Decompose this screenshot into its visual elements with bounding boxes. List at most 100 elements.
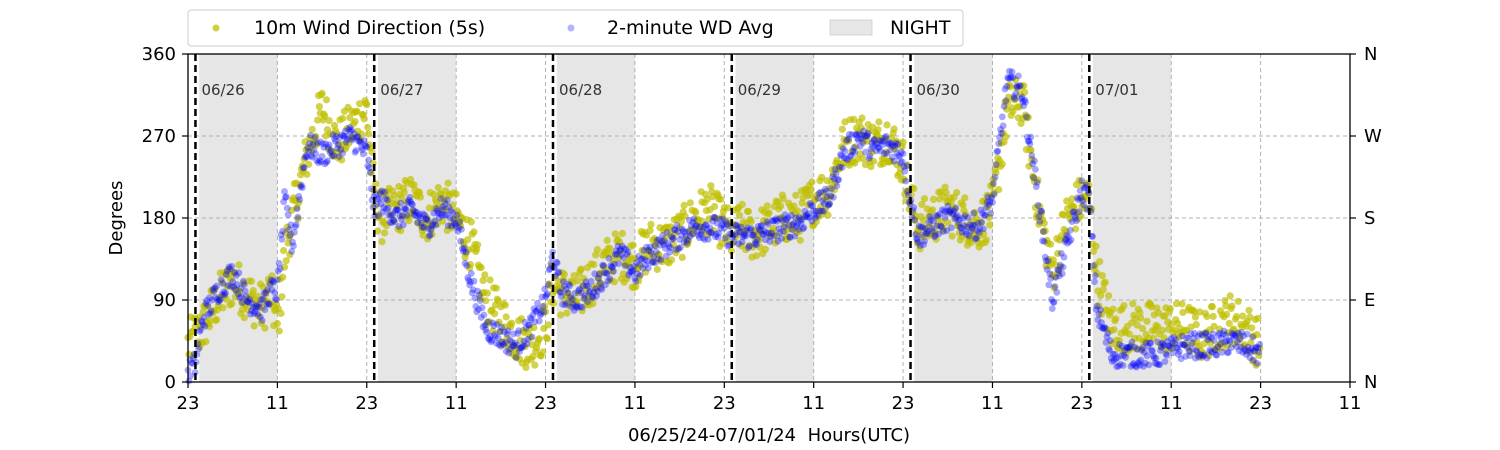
point bbox=[271, 289, 279, 296]
point bbox=[1212, 351, 1220, 359]
point bbox=[400, 205, 408, 213]
point bbox=[410, 211, 418, 218]
point bbox=[1074, 196, 1082, 204]
point bbox=[755, 226, 763, 233]
point bbox=[1063, 231, 1071, 239]
point bbox=[1093, 269, 1101, 277]
point bbox=[1206, 346, 1214, 354]
point bbox=[250, 322, 258, 330]
point bbox=[1254, 314, 1262, 322]
point bbox=[848, 131, 856, 138]
point bbox=[648, 258, 656, 266]
legend-label-night: NIGHT bbox=[890, 17, 951, 39]
day-label-5: 06/30 bbox=[917, 81, 960, 99]
point bbox=[751, 240, 759, 248]
point bbox=[1197, 351, 1205, 359]
point bbox=[712, 230, 720, 238]
point bbox=[882, 148, 890, 156]
point bbox=[632, 277, 640, 285]
point bbox=[495, 341, 503, 348]
point bbox=[1248, 324, 1256, 332]
point bbox=[658, 258, 666, 266]
point bbox=[657, 256, 665, 264]
point bbox=[984, 203, 992, 211]
point bbox=[813, 212, 821, 219]
point bbox=[528, 333, 536, 341]
point bbox=[591, 270, 599, 278]
point bbox=[808, 178, 816, 186]
point bbox=[261, 306, 269, 314]
point bbox=[738, 200, 746, 208]
point bbox=[623, 275, 631, 283]
point bbox=[946, 208, 954, 217]
point bbox=[223, 271, 230, 278]
point bbox=[1239, 312, 1247, 320]
point bbox=[1183, 334, 1190, 342]
point bbox=[518, 344, 525, 352]
point bbox=[720, 221, 727, 229]
point bbox=[604, 277, 612, 285]
point bbox=[771, 216, 779, 224]
point bbox=[588, 293, 596, 301]
point bbox=[308, 125, 316, 133]
point bbox=[508, 338, 515, 346]
point bbox=[1205, 333, 1213, 341]
point bbox=[533, 307, 540, 315]
point bbox=[961, 194, 969, 202]
point bbox=[1123, 344, 1130, 351]
point bbox=[671, 229, 679, 237]
point bbox=[1151, 359, 1159, 367]
point bbox=[807, 202, 815, 209]
point bbox=[725, 241, 733, 249]
point bbox=[1215, 331, 1222, 339]
point bbox=[777, 202, 785, 210]
point bbox=[640, 253, 648, 261]
point bbox=[1035, 213, 1043, 220]
point bbox=[432, 221, 439, 229]
point bbox=[997, 125, 1004, 133]
point bbox=[1015, 82, 1023, 90]
point bbox=[902, 177, 910, 185]
point bbox=[247, 310, 255, 318]
point bbox=[757, 226, 765, 235]
point bbox=[356, 136, 365, 144]
point bbox=[217, 276, 225, 284]
point bbox=[1192, 354, 1199, 362]
point bbox=[740, 232, 748, 239]
point bbox=[1178, 332, 1186, 340]
point bbox=[664, 240, 672, 248]
x-tick-label-10: 23 bbox=[1070, 393, 1093, 414]
point bbox=[918, 200, 926, 208]
point bbox=[491, 310, 499, 318]
point bbox=[688, 230, 696, 238]
point bbox=[900, 163, 908, 171]
point bbox=[415, 212, 422, 220]
point bbox=[756, 227, 764, 235]
point bbox=[348, 133, 357, 141]
point bbox=[966, 221, 974, 229]
point bbox=[640, 247, 648, 254]
point bbox=[590, 288, 598, 296]
point bbox=[797, 220, 805, 228]
point bbox=[230, 269, 239, 277]
point bbox=[381, 229, 389, 237]
point bbox=[1232, 332, 1239, 340]
point bbox=[199, 308, 207, 316]
point bbox=[899, 138, 907, 146]
point bbox=[668, 256, 676, 264]
point bbox=[953, 213, 961, 221]
point bbox=[1020, 82, 1028, 90]
point bbox=[926, 222, 934, 230]
point bbox=[890, 125, 898, 133]
point bbox=[712, 214, 720, 222]
point bbox=[414, 219, 422, 227]
point bbox=[962, 210, 970, 218]
point bbox=[1061, 235, 1069, 243]
point bbox=[481, 271, 489, 279]
point bbox=[922, 230, 930, 238]
point bbox=[412, 212, 420, 220]
point bbox=[241, 287, 249, 295]
point bbox=[1154, 338, 1162, 346]
point bbox=[1131, 343, 1138, 351]
point bbox=[1233, 343, 1240, 350]
